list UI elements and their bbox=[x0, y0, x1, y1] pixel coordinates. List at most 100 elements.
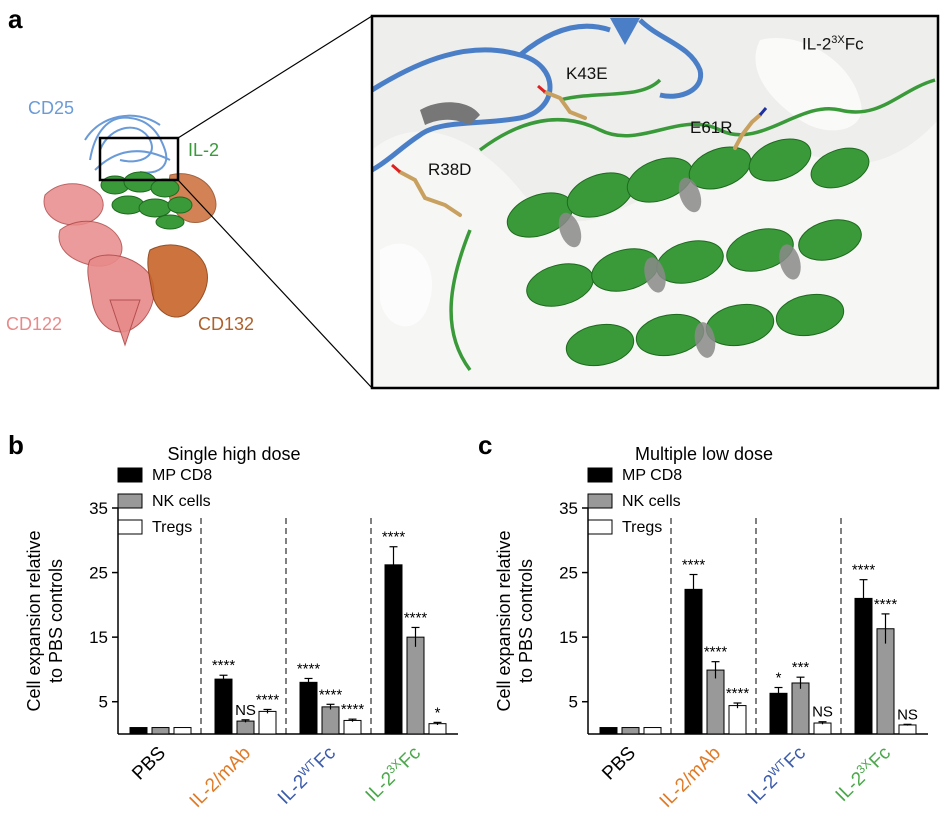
x-category-label: IL-2/mAb bbox=[656, 743, 725, 812]
x-category-base: IL-2/mAb bbox=[656, 743, 725, 812]
y-axis-label: Cell expansion relative bbox=[494, 530, 514, 711]
bar bbox=[684, 588, 703, 735]
legend-swatch bbox=[587, 467, 613, 483]
y-axis-label: Cell expansion relative bbox=[24, 530, 44, 711]
significance-label: NS bbox=[812, 704, 833, 721]
bar bbox=[898, 724, 917, 735]
significance-label: **** bbox=[382, 529, 406, 546]
bar bbox=[258, 710, 277, 735]
cd122-label: CD122 bbox=[6, 314, 63, 334]
significance-label: **** bbox=[297, 660, 321, 677]
bar bbox=[854, 597, 873, 735]
zoom-inset bbox=[370, 14, 940, 390]
y-axis-label-2: to PBS controls bbox=[516, 559, 536, 683]
legend-label: NK cells bbox=[622, 493, 681, 510]
bar bbox=[599, 727, 618, 735]
cd122-ribbon bbox=[43, 183, 155, 347]
significance-label: **** bbox=[341, 701, 365, 718]
chart-title: Multiple low dose bbox=[635, 444, 773, 464]
significance-label: **** bbox=[212, 657, 236, 674]
bar bbox=[343, 719, 362, 735]
x-category-label: IL-2/mAb bbox=[186, 743, 255, 812]
significance-label: **** bbox=[852, 562, 876, 579]
x-category-label: IL-2WTFc bbox=[272, 741, 340, 809]
construct-label: IL-23XFc bbox=[802, 34, 864, 55]
y-tick-label: 25 bbox=[89, 564, 108, 583]
bar bbox=[769, 692, 788, 735]
legend-label: MP CD8 bbox=[622, 467, 682, 484]
bar bbox=[384, 564, 403, 735]
bar bbox=[428, 723, 447, 735]
significance-label: * bbox=[435, 704, 441, 721]
significance-label: **** bbox=[682, 557, 706, 574]
bar bbox=[813, 722, 832, 735]
significance-label: NS bbox=[897, 706, 918, 723]
legend-swatch bbox=[587, 493, 613, 509]
legend-label: MP CD8 bbox=[152, 467, 212, 484]
significance-label: NS bbox=[235, 702, 256, 719]
bar bbox=[876, 628, 895, 735]
legend-swatch bbox=[117, 519, 143, 535]
y-axis-label-2: to PBS controls bbox=[46, 559, 66, 683]
y-tick-label: 5 bbox=[569, 693, 578, 712]
bar bbox=[406, 636, 425, 735]
y-tick-label: 35 bbox=[559, 499, 578, 518]
x-category-label: PBS bbox=[598, 743, 640, 785]
bar bbox=[728, 705, 747, 735]
bar bbox=[643, 727, 662, 735]
x-category-label: IL-2WTFc bbox=[742, 741, 810, 809]
bar bbox=[299, 681, 318, 735]
legend-swatch bbox=[587, 519, 613, 535]
y-tick-label: 5 bbox=[99, 693, 108, 712]
significance-label: **** bbox=[404, 609, 428, 626]
significance-label: **** bbox=[874, 596, 898, 613]
bar bbox=[214, 678, 233, 735]
significance-label: **** bbox=[726, 685, 750, 702]
significance-label: **** bbox=[704, 644, 728, 661]
e61r-label: E61R bbox=[690, 118, 733, 137]
y-tick-label: 35 bbox=[89, 499, 108, 518]
x-category-label: IL-23XFc bbox=[830, 741, 895, 806]
bar bbox=[173, 727, 192, 735]
construct-label-base: IL-2 bbox=[802, 34, 832, 54]
protein-structure-overview bbox=[43, 14, 940, 390]
bar bbox=[706, 669, 725, 735]
y-tick-label: 25 bbox=[559, 564, 578, 583]
panel-b-letter: b bbox=[8, 430, 24, 460]
chart-title: Single high dose bbox=[167, 444, 300, 464]
x-category-base: PBS bbox=[598, 743, 640, 785]
bar bbox=[621, 727, 640, 735]
zoom-box bbox=[98, 136, 180, 182]
legend-label: Tregs bbox=[152, 519, 192, 536]
x-category-label: PBS bbox=[128, 743, 170, 785]
chart-single-high-dose: Single high dose MP CD8 NK cells Tregs 5 15 25… bbox=[24, 444, 458, 812]
x-category-base: IL-2/mAb bbox=[186, 743, 255, 812]
cd25-ribbon bbox=[84, 114, 171, 174]
significance-label: *** bbox=[792, 659, 810, 676]
panel-c-letter: c bbox=[478, 430, 493, 460]
x-category-base: PBS bbox=[128, 743, 170, 785]
significance-label: **** bbox=[319, 686, 343, 703]
y-tick-label: 15 bbox=[89, 628, 108, 647]
chart-multiple-low-dose: Multiple low dose MP CD8 NK cells Tregs 5 15 2… bbox=[494, 444, 928, 812]
y-tick-label: 15 bbox=[559, 628, 578, 647]
cd25-label: CD25 bbox=[28, 98, 75, 118]
legend-label: NK cells bbox=[152, 493, 211, 510]
legend-label: Tregs bbox=[622, 519, 662, 536]
bar bbox=[791, 682, 810, 735]
significance-label: * bbox=[776, 670, 782, 687]
cd132-label: CD132 bbox=[198, 314, 255, 334]
bar bbox=[151, 727, 170, 735]
construct-label-suffix: Fc bbox=[844, 34, 864, 54]
legend-swatch bbox=[117, 493, 143, 509]
k43e-label: K43E bbox=[566, 64, 608, 83]
x-category-label: IL-23XFc bbox=[360, 741, 425, 806]
significance-label: **** bbox=[256, 691, 280, 708]
panel-a-letter: a bbox=[8, 4, 23, 34]
construct-label-sup: 3X bbox=[831, 34, 845, 46]
r38d-label: R38D bbox=[428, 160, 472, 179]
bar bbox=[129, 727, 148, 735]
bar bbox=[236, 720, 255, 735]
il2-label: IL-2 bbox=[188, 140, 220, 160]
legend-swatch bbox=[117, 467, 143, 483]
